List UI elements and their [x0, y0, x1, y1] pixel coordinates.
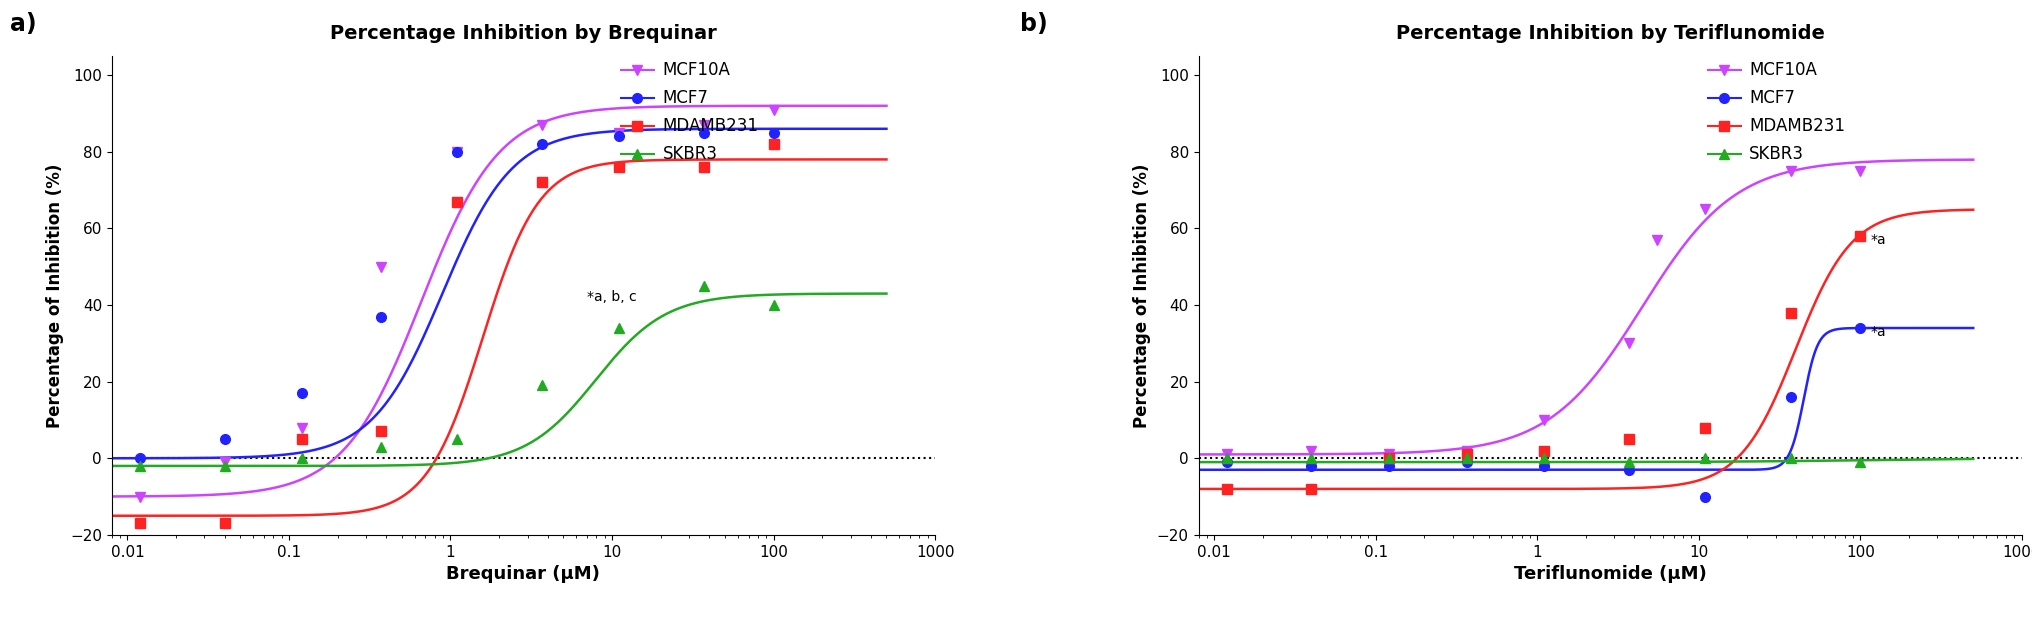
Text: b): b) [1020, 12, 1049, 37]
Y-axis label: Percentage of Inhibition (%): Percentage of Inhibition (%) [1134, 163, 1152, 428]
Title: Percentage Inhibition by Brequinar: Percentage Inhibition by Brequinar [329, 24, 717, 44]
Y-axis label: Percentage of Inhibition (%): Percentage of Inhibition (%) [47, 163, 65, 428]
Text: *a: *a [1869, 233, 1886, 247]
Title: Percentage Inhibition by Teriflunomide: Percentage Inhibition by Teriflunomide [1396, 24, 1825, 44]
X-axis label: Teriflunomide (μM): Teriflunomide (μM) [1514, 565, 1707, 583]
Legend: MCF10A, MCF7, MDAMB231, SKBR3: MCF10A, MCF7, MDAMB231, SKBR3 [614, 55, 766, 170]
Text: *a: *a [1869, 325, 1886, 339]
Legend: MCF10A, MCF7, MDAMB231, SKBR3: MCF10A, MCF7, MDAMB231, SKBR3 [1701, 55, 1851, 170]
Text: a): a) [10, 12, 37, 37]
X-axis label: Brequinar (μM): Brequinar (μM) [447, 565, 599, 583]
Text: *a, b, c: *a, b, c [587, 290, 636, 304]
